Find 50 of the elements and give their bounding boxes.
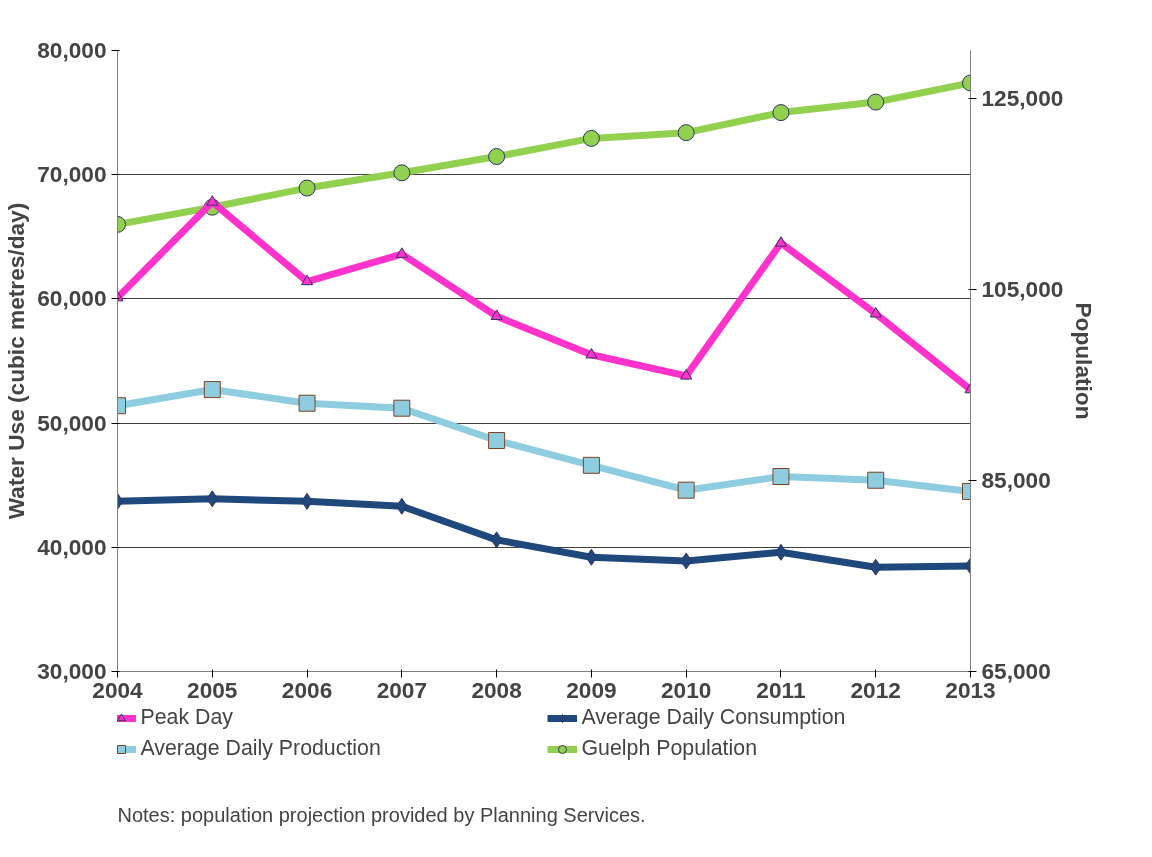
y2-axis-title: Population	[1071, 302, 1098, 420]
point	[867, 93, 885, 111]
legend-label: Average Daily Production	[140, 736, 382, 761]
y2-tick-label: 85,000	[981, 466, 1051, 493]
point	[395, 247, 408, 258]
y2-tick-label: 125,000	[981, 84, 1064, 111]
x-tick-label: 2010	[660, 676, 712, 703]
x-tick-label: 2007	[376, 676, 428, 703]
y-axis-title: Water Use (cubic metres/day)	[3, 202, 30, 520]
point	[774, 236, 787, 247]
y-tick-label: 60,000	[37, 285, 107, 312]
point	[677, 124, 695, 142]
y-tick-label: 50,000	[37, 409, 107, 436]
x-tick-label: 2005	[187, 676, 238, 703]
y-tick-label: 70,000	[37, 161, 107, 188]
text: Notes: population projection provided by Planning Services.	[117, 803, 646, 826]
point	[488, 148, 506, 166]
legend-label: Guelph Population	[581, 736, 758, 761]
point	[869, 306, 882, 318]
point	[490, 531, 503, 549]
point	[206, 195, 219, 206]
point	[298, 394, 316, 412]
x-tick-label: 2006	[281, 676, 333, 703]
point	[585, 548, 598, 566]
point	[203, 381, 221, 399]
x-tick-label: 2011	[756, 676, 806, 703]
point	[680, 369, 693, 380]
point	[772, 104, 790, 122]
y-tick-label: 40,000	[37, 533, 107, 560]
x-tick-label: 2012	[850, 676, 901, 703]
point	[582, 129, 600, 147]
point	[301, 274, 314, 286]
point	[298, 179, 316, 197]
legend-label: Average Daily Consumption	[581, 705, 847, 730]
point	[585, 347, 598, 359]
point	[393, 399, 411, 417]
point	[582, 456, 600, 474]
point	[488, 431, 506, 449]
point	[393, 164, 411, 182]
y-tick-label: 80,000	[37, 37, 107, 63]
point	[206, 490, 219, 508]
point	[772, 468, 790, 486]
point	[869, 558, 882, 576]
y2-tick-label: 105,000	[981, 275, 1064, 302]
legend-label: Peak Day	[140, 705, 234, 730]
point	[867, 471, 885, 489]
point	[490, 309, 503, 320]
x-tick-label: 2009	[566, 676, 617, 703]
point	[677, 481, 695, 499]
x-tick-label: 2008	[471, 676, 522, 703]
